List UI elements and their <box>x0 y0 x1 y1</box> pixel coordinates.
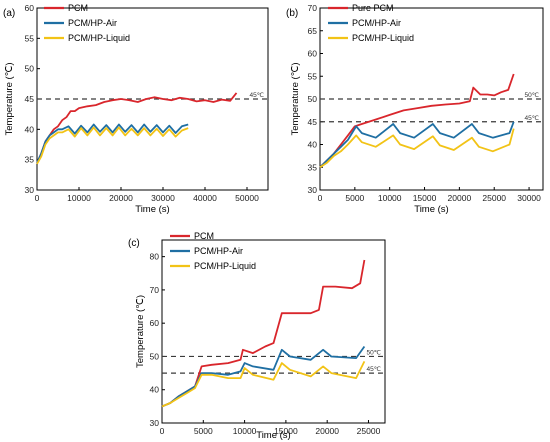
x-tick-label: 50000 <box>235 193 259 203</box>
reference-line-label: 45℃ <box>249 92 264 99</box>
legend-label: PCM <box>194 231 214 241</box>
y-tick-label: 45 <box>25 94 35 104</box>
x-tick-label: 0 <box>160 426 165 436</box>
y-axis-title: Temperature (℃) <box>4 63 15 136</box>
y-tick-label: 35 <box>25 155 35 165</box>
y-tick-label: 40 <box>150 385 160 395</box>
x-tick-label: 30000 <box>517 193 541 203</box>
x-tick-label: 5000 <box>345 193 364 203</box>
y-tick-label: 50 <box>25 64 35 74</box>
x-axis-title: Time (s) <box>256 430 290 441</box>
x-tick-label: 30000 <box>151 193 175 203</box>
y-tick-label: 45 <box>308 117 318 127</box>
panel-label: (b) <box>286 8 298 19</box>
y-tick-label: 70 <box>150 285 160 295</box>
y-tick-label: 50 <box>308 94 318 104</box>
chart-panel-a: (a) 30 35 40 45 50 55 60 0 10000 20000 30000 40000 50… <box>3 3 269 215</box>
reference-line-label: 50℃ <box>366 349 381 356</box>
x-tick-label: 25000 <box>482 193 506 203</box>
series-line <box>161 259 366 408</box>
y-tick-label: 50 <box>150 351 160 361</box>
y-tick-label: 60 <box>150 318 160 328</box>
reference-line-label: 45℃ <box>524 115 539 122</box>
x-tick-label: 15000 <box>413 193 437 203</box>
x-axis-title: Time (s) <box>414 204 448 215</box>
legend-label: PCM/HP-Liquid <box>352 33 414 43</box>
legend-label: PCM <box>68 3 88 13</box>
series-line <box>161 345 366 408</box>
reference-line-label: 45℃ <box>366 366 381 373</box>
x-axis-title: Time (s) <box>135 204 169 215</box>
series-line <box>36 92 238 164</box>
legend-label: Pure PCM <box>352 3 394 13</box>
y-axis-title: Temperature (℃) <box>290 63 301 136</box>
x-tick-label: 10000 <box>67 193 91 203</box>
y-tick-label: 55 <box>25 33 35 43</box>
y-tick-label: 40 <box>25 124 35 134</box>
y-tick-label: 40 <box>308 140 318 150</box>
panel-label: (c) <box>128 238 140 249</box>
y-tick-label: 80 <box>150 252 160 262</box>
series-line <box>319 73 515 168</box>
x-tick-label: 5000 <box>194 426 213 436</box>
plot-frame <box>161 239 386 424</box>
x-tick-label: 20000 <box>109 193 133 203</box>
legend-label: PCM/HP-Liquid <box>68 33 130 43</box>
chart-panel-c: (c) 30 40 50 60 70 80 0 5000 10000 15000 20000 25000… <box>128 231 386 441</box>
chart-panel-b: (b) 30 35 40 45 50 55 60 65 70 0 5000 10000 15000 2000… <box>286 3 544 215</box>
x-tick-label: 0 <box>318 193 323 203</box>
x-tick-label: 10000 <box>233 426 257 436</box>
x-tick-label: 10000 <box>378 193 402 203</box>
panel-label: (a) <box>3 8 15 19</box>
series-line <box>36 126 189 165</box>
x-tick-label: 0 <box>35 193 40 203</box>
y-tick-label: 70 <box>308 3 318 13</box>
y-tick-label: 60 <box>308 49 318 59</box>
legend-label: PCM/HP-Air <box>352 18 401 28</box>
y-axis-title: Temperature (℃) <box>135 295 146 368</box>
y-tick-label: 55 <box>308 71 318 81</box>
x-tick-label: 20000 <box>315 426 339 436</box>
y-tick-label: 30 <box>308 185 318 195</box>
y-tick-label: 60 <box>25 3 35 13</box>
series-line <box>319 121 515 168</box>
y-tick-label: 30 <box>150 418 160 428</box>
y-tick-label: 35 <box>308 162 318 172</box>
series-line <box>161 360 366 408</box>
y-tick-label: 30 <box>25 185 35 195</box>
x-tick-label: 20000 <box>448 193 472 203</box>
legend-label: PCM/HP-Air <box>194 246 243 256</box>
series-line <box>319 128 515 169</box>
x-tick-label: 40000 <box>193 193 217 203</box>
series-line <box>36 123 189 164</box>
x-tick-label: 15000 <box>274 426 298 436</box>
legend-label: PCM/HP-Air <box>68 18 117 28</box>
legend-label: PCM/HP-Liquid <box>194 261 256 271</box>
y-tick-label: 65 <box>308 26 318 36</box>
reference-line-label: 50℃ <box>524 92 539 99</box>
x-tick-label: 25000 <box>357 426 381 436</box>
